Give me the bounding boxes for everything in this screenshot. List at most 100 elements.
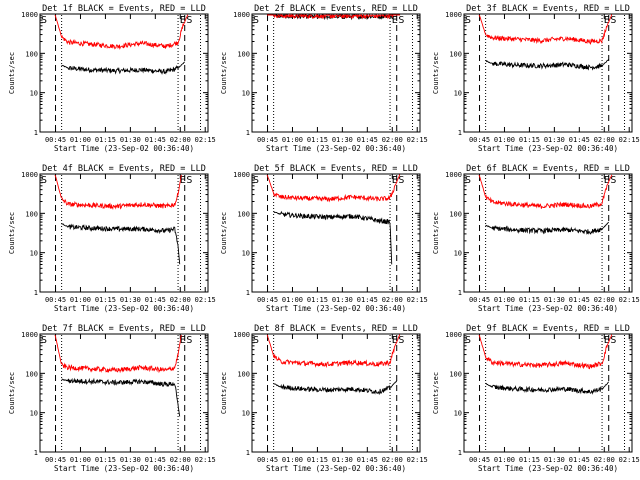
y-tick-label: 1000 [445, 171, 462, 179]
chart-title: Det 6f BLACK = Events, RED = LLD [466, 164, 630, 174]
x-tick-label: 00:45 [257, 136, 278, 144]
lld-series-line [266, 13, 401, 20]
plot-frame [251, 13, 421, 133]
lld-series-line [478, 174, 613, 209]
x-axis-label: Start Time (23-Sep-02 00:36:40) [266, 304, 406, 313]
x-tick-label: 01:45 [357, 456, 378, 464]
y-tick-label: 1000 [233, 171, 250, 179]
x-tick-label: 02:15 [407, 456, 428, 464]
x-tick-label: 01:15 [307, 456, 328, 464]
chart-panel: Det 4f BLACK = Events, RED = LLD 1 10 100 10… [8, 164, 216, 313]
end-marker-2: S [398, 335, 404, 346]
end-marker-2: S [610, 175, 616, 186]
y-tick-label: 10 [30, 250, 38, 258]
events-series-line [273, 380, 398, 396]
y-tick-label: 1 [34, 129, 38, 137]
start-marker: S [253, 175, 259, 186]
x-tick-label: 01:45 [145, 456, 166, 464]
start-marker: S [41, 175, 47, 186]
x-axis-label: Start Time (23-Sep-02 00:36:40) [54, 304, 194, 313]
events-series-line [485, 381, 610, 395]
x-tick-label: 01:15 [519, 136, 540, 144]
x-tick-label: 02:00 [170, 136, 191, 144]
y-tick-label: 1 [246, 289, 250, 297]
events-series-line [270, 13, 401, 21]
x-tick-label: 01:15 [519, 456, 540, 464]
x-tick-label: 01:00 [70, 296, 91, 304]
start-marker: S [465, 175, 471, 186]
y-axis-label: Counts/sec [220, 52, 228, 94]
x-tick-label: 00:45 [257, 456, 278, 464]
x-tick-label: 00:45 [469, 296, 490, 304]
chart-panel: Det 8f BLACK = Events, RED = LLD 1 10 100 10… [220, 324, 428, 473]
chart-panel: Det 3f BLACK = Events, RED = LLD 1 10 100 10… [432, 4, 640, 153]
y-tick-label: 10 [454, 90, 462, 98]
x-tick-label: 01:15 [519, 296, 540, 304]
lld-series-line [54, 14, 189, 50]
lld-series-line [266, 334, 401, 368]
y-tick-label: 100 [449, 50, 462, 58]
x-tick-label: 02:00 [170, 296, 191, 304]
x-tick-label: 01:15 [307, 296, 328, 304]
end-marker-2: S [186, 15, 192, 26]
lld-series-line [478, 334, 613, 370]
x-tick-label: 01:00 [282, 296, 303, 304]
x-tick-label: 01:30 [120, 296, 141, 304]
start-marker: S [41, 15, 47, 26]
start-marker: S [253, 15, 259, 26]
y-tick-label: 1 [34, 289, 38, 297]
chart-title: Det 5f BLACK = Events, RED = LLD [254, 164, 418, 174]
events-series-line [485, 58, 610, 71]
x-tick-label: 01:45 [145, 296, 166, 304]
x-axis-label: Start Time (23-Sep-02 00:36:40) [266, 144, 406, 153]
x-tick-label: 02:00 [382, 296, 403, 304]
x-tick-label: 01:30 [332, 456, 353, 464]
y-tick-label: 1000 [21, 331, 38, 339]
events-series-line [61, 223, 181, 265]
start-marker: S [465, 335, 471, 346]
end-marker: E [392, 175, 398, 186]
chart-title: Det 4f BLACK = Events, RED = LLD [42, 164, 206, 174]
x-tick-label: 01:45 [569, 456, 590, 464]
x-tick-label: 02:15 [619, 136, 640, 144]
x-tick-label: 00:45 [257, 296, 278, 304]
x-tick-label: 01:45 [357, 136, 378, 144]
end-marker: E [604, 15, 610, 26]
y-tick-label: 100 [25, 50, 38, 58]
lld-series-line [54, 174, 182, 211]
chart-panel: Det 9f BLACK = Events, RED = LLD 1 10 100 10… [432, 324, 640, 473]
y-tick-label: 1000 [21, 11, 38, 19]
end-marker-2: S [610, 335, 616, 346]
x-tick-label: 01:00 [494, 136, 515, 144]
x-tick-label: 02:15 [407, 296, 428, 304]
y-tick-label: 100 [237, 370, 250, 378]
y-axis-label: Counts/sec [8, 212, 16, 254]
x-tick-label: 01:00 [282, 456, 303, 464]
y-tick-label: 10 [30, 410, 38, 418]
events-series-line [485, 221, 610, 235]
x-tick-label: 00:45 [45, 456, 66, 464]
x-tick-label: 01:15 [95, 456, 116, 464]
end-marker: E [392, 15, 398, 26]
chart-title: Det 1f BLACK = Events, RED = LLD [42, 4, 206, 14]
y-tick-label: 1000 [445, 331, 462, 339]
chart-panel: Det 5f BLACK = Events, RED = LLD 1 10 100 10… [220, 164, 428, 313]
y-tick-label: 10 [242, 250, 250, 258]
x-axis-label: Start Time (23-Sep-02 00:36:40) [478, 464, 618, 473]
plot-frame [39, 333, 209, 453]
y-axis-label: Counts/sec [8, 372, 16, 414]
x-tick-label: 01:30 [120, 456, 141, 464]
x-tick-label: 02:15 [195, 296, 216, 304]
x-axis-label: Start Time (23-Sep-02 00:36:40) [54, 144, 194, 153]
end-marker: E [392, 335, 398, 346]
y-tick-label: 10 [454, 410, 462, 418]
x-tick-label: 00:45 [469, 136, 490, 144]
y-tick-label: 1000 [233, 331, 250, 339]
x-tick-label: 02:15 [407, 136, 428, 144]
y-tick-label: 10 [30, 90, 38, 98]
lld-series-line [54, 334, 182, 374]
y-tick-label: 100 [237, 210, 250, 218]
lld-series-line [478, 14, 613, 45]
end-marker-2: S [398, 15, 404, 26]
